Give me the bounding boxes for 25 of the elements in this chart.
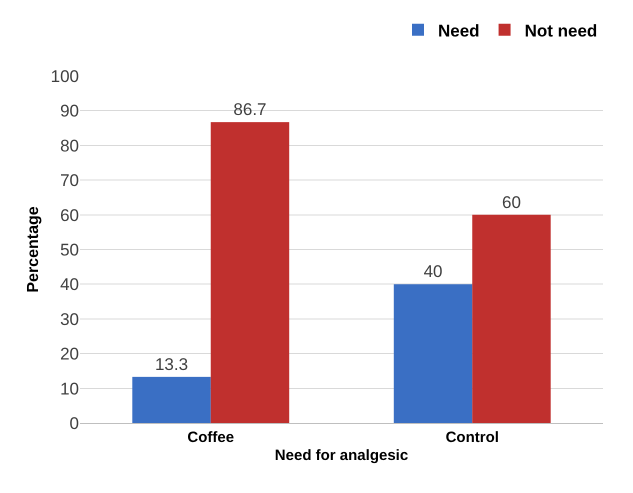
x-tick-label: Coffee	[187, 429, 234, 446]
x-axis-title: Need for analgesic	[274, 447, 408, 464]
data-label: 40	[424, 262, 442, 282]
y-tick-label: 0	[70, 414, 79, 433]
y-tick-label: 80	[60, 136, 79, 156]
y-tick-label: 30	[60, 310, 79, 329]
y-tick-label: 90	[60, 102, 79, 121]
legend-label: Not need	[524, 21, 598, 40]
y-tick-label: 70	[60, 171, 79, 190]
bar	[472, 214, 551, 423]
y-tick-label: 100	[50, 66, 79, 86]
y-tick-label: 60	[60, 206, 79, 225]
data-label: 86.7	[233, 100, 267, 120]
y-axis-title: Percentage	[25, 206, 42, 293]
y-tick-label: 40	[60, 275, 79, 294]
legend-label: Need	[438, 21, 480, 40]
data-label: 13.3	[154, 354, 188, 374]
x-tick-label: Control	[446, 429, 499, 446]
bar	[210, 122, 290, 423]
y-tick-label: 20	[60, 344, 79, 364]
bar	[132, 376, 211, 423]
y-tick-label: 10	[60, 379, 79, 398]
data-label: 60	[502, 192, 521, 212]
bar	[394, 284, 472, 423]
y-tick-label: 50	[60, 240, 79, 260]
